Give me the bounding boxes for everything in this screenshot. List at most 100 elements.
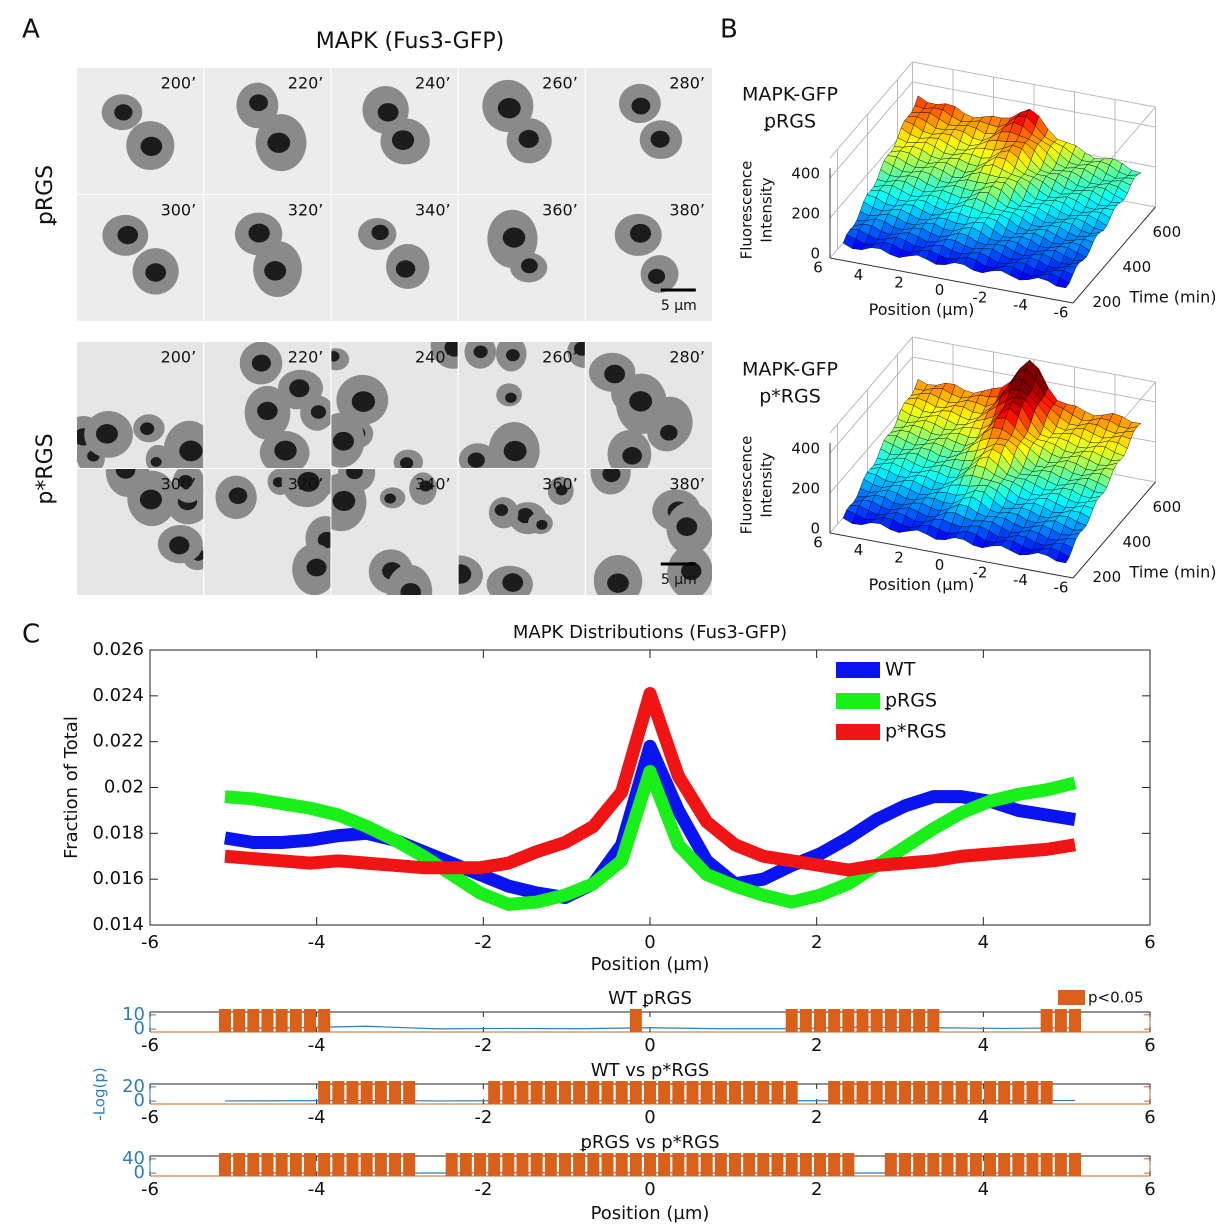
- significance-bar: [871, 1081, 883, 1104]
- significance-bar: [998, 1081, 1010, 1104]
- legend-label: WT: [885, 659, 916, 681]
- micrograph: 280’: [586, 342, 712, 478]
- x-tick-label: 2: [811, 932, 822, 953]
- significance-bar: [389, 1153, 401, 1176]
- nucleus: [229, 487, 248, 504]
- nucleus: [169, 536, 189, 554]
- y-tick-label: 200: [1093, 568, 1122, 586]
- legend-label: p<0.05: [1088, 989, 1144, 1007]
- significance-bar: [658, 1081, 670, 1104]
- significance-bar: [262, 1153, 274, 1176]
- significance-bar: [347, 1081, 359, 1104]
- nucleus: [151, 457, 162, 467]
- nucleus: [502, 573, 523, 592]
- significance-bar: [1069, 1153, 1081, 1176]
- significance-bar: [403, 1081, 415, 1104]
- micrograph: 300’: [77, 195, 203, 321]
- scale-bar-label: 5 µm: [661, 572, 697, 588]
- significance-bar: [800, 1153, 812, 1176]
- micrograph: 260’: [459, 68, 585, 194]
- significance-bar: [630, 1153, 642, 1176]
- nucleus: [400, 583, 421, 601]
- significance-bar: [1041, 1081, 1053, 1104]
- nucleus: [536, 520, 547, 530]
- time-label: 340’: [415, 201, 451, 220]
- x-tick-label: -4: [308, 932, 326, 953]
- legend-label: ꝑRGS: [884, 690, 937, 712]
- significance-bar: [644, 1081, 656, 1104]
- significance-bar: [871, 1009, 883, 1032]
- x-axis-label: Position (µm): [591, 954, 710, 975]
- significance-bar: [1027, 1081, 1039, 1104]
- plot-title: MAPK-GFP: [742, 84, 838, 106]
- x-tick-label: 6: [1144, 932, 1155, 953]
- significance-bar: [602, 1081, 614, 1104]
- y-axis-label: Time (min): [1129, 563, 1217, 582]
- significance-bar: [219, 1009, 231, 1032]
- significance-bar: [531, 1153, 543, 1176]
- y-tick-label: 0.02: [104, 777, 144, 798]
- significance-bar: [290, 1153, 302, 1176]
- cells: [204, 455, 346, 595]
- nucleus: [629, 391, 652, 411]
- significance-bar: [658, 1153, 670, 1176]
- time-label: 220’: [288, 74, 324, 93]
- time-label: 300’: [161, 201, 197, 220]
- nucleus: [660, 425, 678, 441]
- legend-swatch: [1058, 990, 1085, 1005]
- nucleus: [311, 405, 326, 419]
- significance-bar: [772, 1153, 784, 1176]
- significance-bar: [743, 1081, 755, 1104]
- significance-bar: [672, 1081, 684, 1104]
- significance-bar: [1069, 1009, 1081, 1032]
- significance-bar: [913, 1153, 925, 1176]
- x-tick-label: 0: [644, 1179, 655, 1200]
- y-axis-label: Fraction of Total: [61, 716, 82, 859]
- micrograph: 240’: [317, 322, 476, 475]
- x-tick-label: -4: [308, 1179, 326, 1200]
- nucleus: [333, 491, 356, 511]
- x-tick-label: -4: [308, 1107, 326, 1128]
- significance-bar: [276, 1153, 288, 1176]
- significance-bar: [446, 1153, 458, 1176]
- nucleus: [140, 490, 162, 510]
- z-tick-label: 400: [791, 440, 820, 458]
- nucleus: [504, 441, 527, 461]
- x-tick-label: -6: [141, 932, 159, 953]
- significance-bar: [786, 1153, 798, 1176]
- x-tick-label: -2: [474, 1107, 492, 1128]
- x-tick-label: 6: [1144, 1179, 1155, 1200]
- legend-swatch: [836, 724, 880, 740]
- chart-title: ꝑRGS vs p*RGS: [579, 1132, 719, 1153]
- significance-bar: [828, 1081, 840, 1104]
- significance-bar: [885, 1153, 897, 1176]
- x-tick-label: -2: [474, 932, 492, 953]
- significance-bar: [318, 1009, 330, 1032]
- nucleus: [378, 103, 399, 122]
- micrograph: 200’: [62, 342, 215, 482]
- nucleus: [505, 393, 517, 403]
- micrograph: 360’: [459, 195, 585, 321]
- chart-title: WT vs p*RGS: [591, 1060, 710, 1081]
- y-tick-label: 0.016: [92, 868, 144, 889]
- nucleus: [274, 441, 296, 461]
- nucleus: [252, 355, 271, 372]
- nucleus: [248, 224, 269, 243]
- nucleus: [114, 104, 132, 120]
- x-tick-label: 0: [644, 1035, 655, 1056]
- y-axis-label: Time (min): [1129, 288, 1217, 307]
- nucleus: [521, 258, 538, 273]
- nucleus: [474, 345, 488, 358]
- nucleus: [145, 263, 166, 281]
- significance-bar: [630, 1081, 642, 1104]
- nucleus: [651, 131, 670, 148]
- nucleus: [648, 269, 665, 284]
- row-label: ꝑRGS: [33, 165, 58, 226]
- scale-bar-label: 5 µm: [661, 298, 697, 314]
- x-tick-label: 4: [978, 932, 989, 953]
- cells: [317, 322, 476, 475]
- significance-bar: [488, 1081, 500, 1104]
- micrograph: 220’: [204, 342, 334, 475]
- x-tick-label: 4: [978, 1107, 989, 1128]
- panel-a-title: MAPK (Fus3-GFP): [316, 29, 504, 54]
